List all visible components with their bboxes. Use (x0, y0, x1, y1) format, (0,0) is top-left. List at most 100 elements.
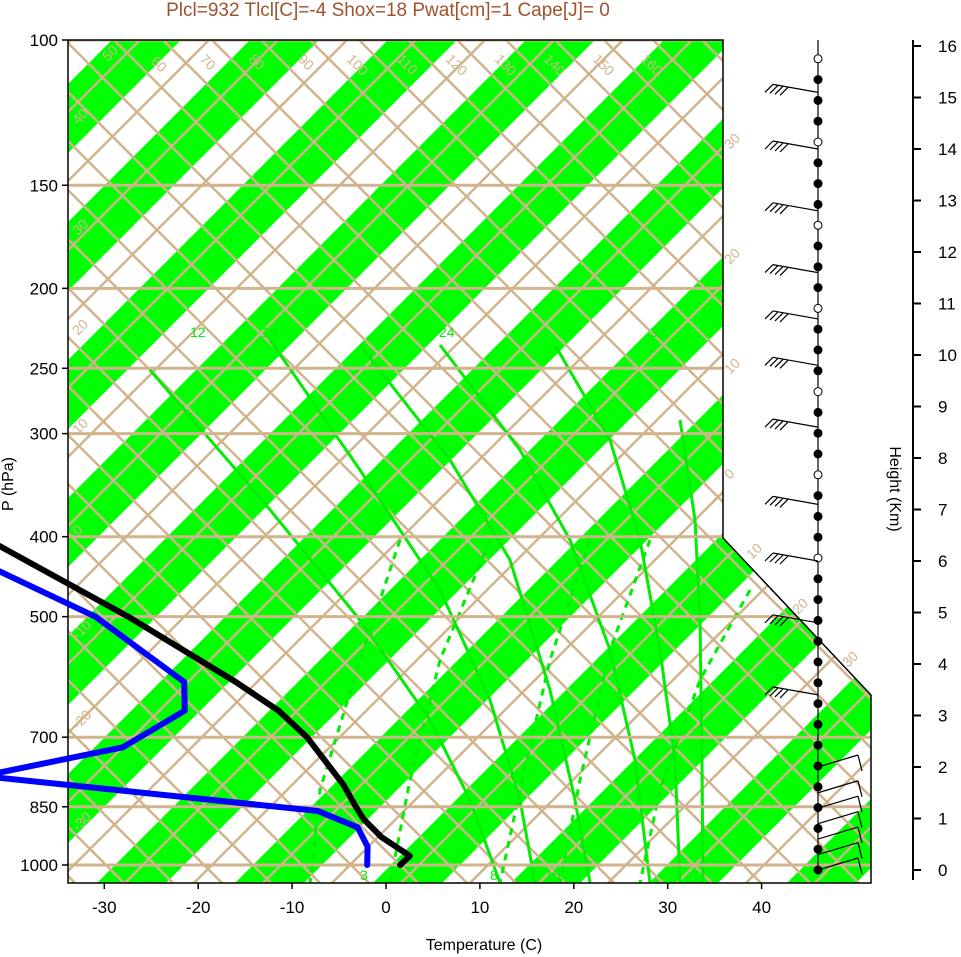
isotherm-line (461, 40, 871, 883)
height-marker-dot (813, 678, 823, 688)
y-tick-label: 500 (30, 608, 58, 627)
temperature-profile-line (0, 542, 413, 868)
height-tick-label: 7 (938, 501, 947, 520)
isotherm-band (434, 40, 871, 883)
isotherm-line (668, 40, 871, 883)
isotherm-band (68, 40, 359, 883)
adiabat-label: 20 (721, 245, 743, 267)
mixing-ratio-label: 3 (360, 867, 368, 883)
y-tick-label: 150 (30, 176, 58, 195)
adiabat-line (465, 40, 871, 883)
height-marker-dot (813, 220, 823, 230)
isotherm-line (530, 40, 871, 883)
adiabat-line (514, 40, 871, 883)
adiabat-line (416, 40, 871, 883)
isotherm-line (68, 40, 319, 883)
height-tick-label: 8 (938, 449, 947, 468)
wind-barb (764, 418, 819, 431)
height-marker-dot (813, 387, 823, 397)
mixing-ratio-label: 12 (190, 324, 206, 340)
dewpoint-profile-line (0, 568, 371, 868)
wind-barb-column (764, 40, 863, 875)
height-marker-dot (813, 345, 823, 355)
height-marker-dot (813, 595, 823, 605)
y-tick-label: 400 (30, 528, 58, 547)
mixing-ratio-label: 32 (650, 324, 666, 340)
height-marker-dot (813, 241, 823, 251)
adiabat-line (122, 40, 871, 883)
wind-barb (817, 841, 863, 859)
height-marker-dot (813, 740, 823, 750)
x-tick-label: 10 (470, 898, 489, 917)
wind-barb (764, 202, 819, 215)
height-marker-dot (813, 303, 823, 313)
x-tick-label: -10 (280, 898, 305, 917)
mixing-ratio-line (553, 344, 682, 883)
isotherm-line (68, 40, 250, 883)
adiabat-label: 30 (839, 648, 861, 670)
height-tick-label: 15 (938, 89, 957, 108)
mixing-ratio-dashed-line (558, 539, 652, 883)
mixing-ratio-line (358, 344, 592, 883)
isotherm-line (68, 40, 802, 883)
height-marker-dot (813, 75, 823, 85)
adiabat-line (68, 40, 545, 883)
height-tick-label: 1 (938, 810, 947, 829)
wind-barb (817, 811, 863, 828)
height-tick-label: 16 (938, 37, 957, 56)
y-axis-title: P (hPa) (0, 457, 17, 511)
adiabat-line (68, 40, 643, 883)
mixing-ratio-line (268, 339, 537, 883)
x-axis: Temperature (C) -30 -20 -10 0 10 20 30 40 (92, 883, 771, 954)
mixing-ratio-lines (148, 339, 752, 883)
height-marker-dot (813, 95, 823, 105)
plot-border (67, 39, 872, 884)
wind-barb (764, 614, 819, 627)
isotherm-line (68, 40, 664, 883)
x-tick-label: -30 (92, 898, 117, 917)
wind-barb (764, 83, 819, 96)
isotherm-line (392, 40, 871, 883)
height-marker-dot (813, 823, 823, 833)
height-marker-dot (813, 179, 823, 189)
mixing-ratio-label: 16 (545, 867, 561, 883)
x-tick-label: 0 (381, 898, 390, 917)
isotherm-line (68, 40, 457, 883)
height-tick-label: 2 (938, 758, 947, 777)
isotherm-label: 20 (69, 316, 91, 338)
chart-title: Plcl=932 Tlcl[C]=-4 Shox=18 Pwat[cm]=1 C… (166, 0, 610, 21)
height-marker-dot (813, 574, 823, 584)
adiabat-line (68, 40, 300, 883)
wind-barb (764, 495, 819, 508)
y-axis: P (hPa) 100 150 200 250 300 400 500 700 850 1000 (0, 31, 68, 875)
height-tick-label: 9 (938, 398, 947, 417)
wind-barb (764, 264, 819, 277)
y-tick-label: 850 (30, 798, 58, 817)
y-tick-label: 250 (30, 359, 58, 378)
height-marker-dot (813, 407, 823, 417)
height-marker-dot (813, 719, 823, 729)
y-tick-label: 100 (30, 31, 58, 50)
isotherm-line (68, 40, 871, 883)
isotherm-line (68, 40, 526, 883)
adiabat-line (68, 40, 871, 883)
height-marker-dot (813, 449, 823, 459)
wind-barb (764, 686, 819, 699)
height-marker-dot (813, 553, 823, 563)
adiabat-label: 120 (443, 51, 471, 79)
height-marker-dot (813, 615, 823, 625)
wind-barb (817, 826, 863, 844)
height-marker-dot (813, 54, 823, 64)
height-marker-dot (813, 262, 823, 272)
adiabat-line (68, 40, 741, 883)
height-marker-dot (813, 844, 823, 854)
adiabat-line (220, 40, 871, 883)
isotherm-line (185, 40, 871, 883)
y-tick-label: 700 (30, 728, 58, 747)
height-tick-label: 13 (938, 192, 957, 211)
wind-barb (817, 857, 863, 875)
mixing-ratio-label: 8 (490, 867, 498, 883)
adiabat-line (68, 40, 594, 883)
